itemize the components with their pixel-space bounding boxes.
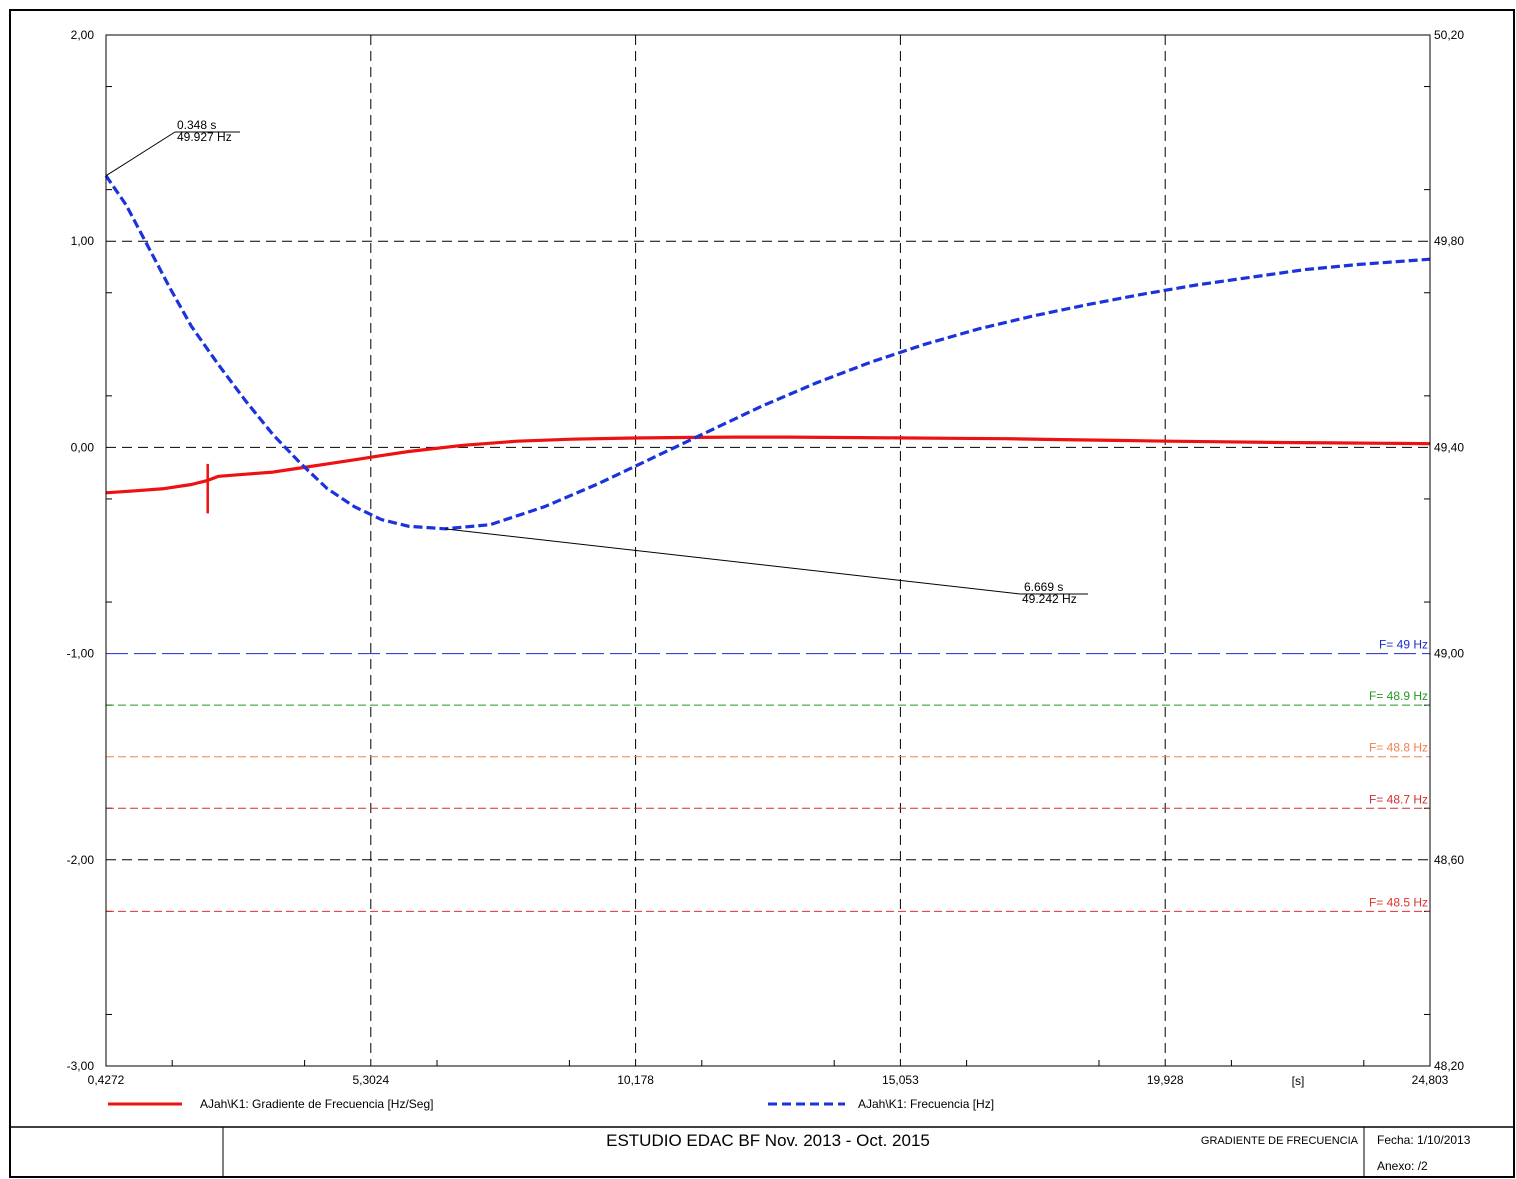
y-right-tick-label: 49,00 bbox=[1434, 647, 1464, 661]
axis-labels: 0,4272 5,3024 10,178 15,053 19,928 24,803 2,00… bbox=[67, 28, 1465, 1087]
outer-border bbox=[9, 9, 1515, 1178]
reference-line-label: F= 49 Hz bbox=[1379, 638, 1428, 652]
y-left-tick-label: 1,00 bbox=[71, 234, 95, 248]
series-layer bbox=[104, 174, 1431, 531]
annotation-freq: 49.927 Hz bbox=[177, 130, 232, 144]
y-right-tick-label: 49,80 bbox=[1434, 234, 1464, 248]
footer-fecha: Fecha: 1/10/2013 bbox=[1377, 1133, 1471, 1147]
y-right-tick-label: 48,20 bbox=[1434, 1059, 1464, 1073]
footer: ESTUDIO EDAC BF Nov. 2013 - Oct. 2015 GR… bbox=[10, 1126, 1514, 1177]
annotations: 0.348 s49.927 Hz 6.669 s49.242 Hz bbox=[105, 118, 1088, 606]
annotation-leader bbox=[105, 131, 176, 177]
y-left-tick-label: 0,00 bbox=[71, 440, 95, 454]
series-line-gradient bbox=[105, 435, 1431, 495]
reference-line-label: F= 48.7 Hz bbox=[1369, 792, 1428, 806]
reference-line-label: F= 48.8 Hz bbox=[1369, 741, 1428, 755]
y-right-tick-label: 49,40 bbox=[1434, 440, 1464, 454]
y-left-tick-label: 2,00 bbox=[71, 28, 95, 42]
annotation-time: 0.348 s bbox=[177, 118, 216, 132]
reference-lines: F= 49 Hz F= 48.9 Hz F= 48.8 Hz F= 48.7 Hz F=… bbox=[106, 638, 1430, 912]
legend-label-gradient: AJah\K1: Gradiente de Frecuencia [Hz/Seg… bbox=[200, 1097, 433, 1111]
legend-label-frequency: AJah\K1: Frecuencia [Hz] bbox=[858, 1097, 994, 1111]
y-right-tick-label: 48,60 bbox=[1434, 853, 1464, 867]
y-right-tick-label: 50,20 bbox=[1434, 28, 1464, 42]
series-line-frequency bbox=[104, 174, 1431, 531]
x-tick-label: 19,928 bbox=[1147, 1073, 1184, 1087]
y-left-tick-label: -3,00 bbox=[67, 1059, 95, 1073]
footer-subtitle: GRADIENTE DE FRECUENCIA bbox=[1201, 1135, 1359, 1147]
y-left-tick-label: -2,00 bbox=[67, 853, 95, 867]
annotation-freq: 49.242 Hz bbox=[1022, 592, 1077, 606]
x-tick-label: 5,3024 bbox=[352, 1073, 389, 1087]
plot-border bbox=[105, 34, 1431, 1067]
x-tick-label: 0,4272 bbox=[88, 1073, 125, 1087]
x-tick-label: 24,803 bbox=[1412, 1073, 1449, 1087]
x-unit-label: [s] bbox=[1292, 1074, 1305, 1088]
legend: AJah\K1: Gradiente de Frecuencia [Hz/Seg… bbox=[108, 1097, 994, 1111]
footer-title: ESTUDIO EDAC BF Nov. 2013 - Oct. 2015 bbox=[606, 1131, 930, 1150]
annotation-time: 6.669 s bbox=[1024, 580, 1063, 594]
annotation-leader bbox=[444, 528, 1021, 595]
reference-line-label: F= 48.9 Hz bbox=[1369, 689, 1428, 703]
y-left-tick-label: -1,00 bbox=[67, 647, 95, 661]
x-tick-label: 10,178 bbox=[617, 1073, 654, 1087]
footer-anexo: Anexo: /2 bbox=[1377, 1159, 1428, 1173]
x-tick-label: 15,053 bbox=[882, 1073, 919, 1087]
reference-line-label: F= 48.5 Hz bbox=[1369, 895, 1428, 909]
